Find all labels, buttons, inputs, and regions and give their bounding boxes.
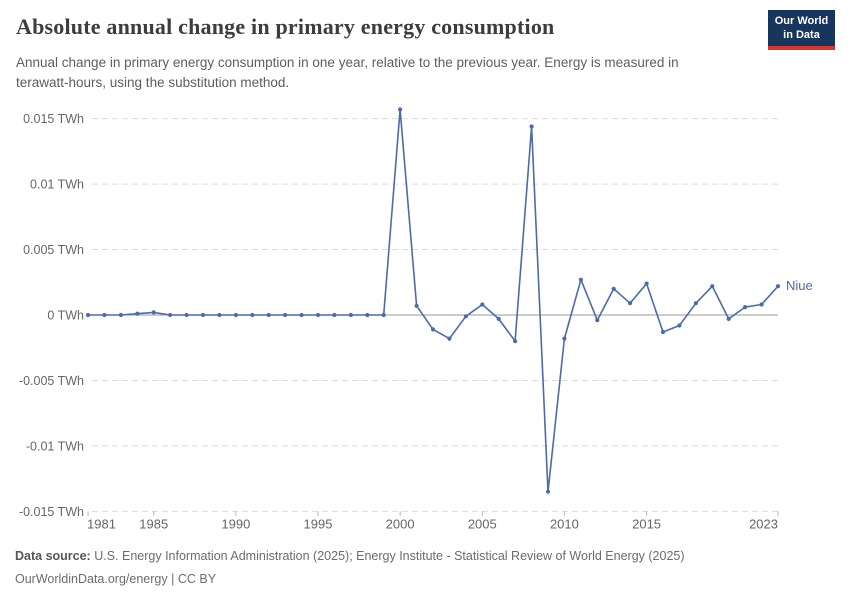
- data-point[interactable]: [151, 310, 156, 315]
- data-source-line: Data source: U.S. Energy Information Adm…: [15, 545, 835, 568]
- y-tick-label: -0.005 TWh: [19, 374, 84, 388]
- y-tick-label: -0.01 TWh: [26, 439, 84, 453]
- data-point[interactable]: [775, 284, 781, 289]
- data-source-text: U.S. Energy Information Administration (…: [90, 549, 685, 563]
- data-point[interactable]: [365, 312, 370, 318]
- x-tick-label: 1995: [304, 516, 333, 531]
- data-point[interactable]: [233, 312, 238, 318]
- data-point[interactable]: [759, 302, 764, 307]
- data-point[interactable]: [726, 316, 731, 321]
- license-separator: |: [167, 571, 178, 586]
- chart-footer: Data source: U.S. Energy Information Adm…: [15, 545, 835, 590]
- data-point[interactable]: [217, 312, 222, 318]
- data-point[interactable]: [102, 312, 107, 318]
- owid-logo-line1: Our World: [774, 14, 829, 27]
- series-line: [88, 108, 779, 493]
- data-point[interactable]: [332, 312, 337, 318]
- owid-url-link[interactable]: OurWorldinData.org/energy: [15, 571, 168, 586]
- x-tick-label: 2005: [468, 516, 497, 531]
- data-point[interactable]: [414, 303, 419, 308]
- y-tick-label: 0.005 TWh: [23, 243, 84, 257]
- data-point[interactable]: [480, 302, 485, 307]
- x-tick-label: 2015: [632, 516, 661, 531]
- data-point[interactable]: [463, 314, 468, 319]
- data-point[interactable]: [628, 301, 633, 306]
- owid-logo[interactable]: Our World in Data: [768, 10, 835, 50]
- data-source-label: Data source:: [15, 549, 91, 563]
- data-point[interactable]: [513, 339, 518, 344]
- data-point[interactable]: [200, 312, 206, 318]
- data-point[interactable]: [447, 336, 452, 341]
- data-point[interactable]: [677, 323, 682, 328]
- chart-subtitle: Annual change in primary energy consumpt…: [16, 55, 679, 91]
- data-point[interactable]: [135, 311, 140, 316]
- page-title: Absolute annual change in primary energy…: [16, 14, 555, 39]
- data-point[interactable]: [184, 312, 189, 318]
- data-point[interactable]: [315, 312, 321, 318]
- data-point[interactable]: [644, 281, 649, 286]
- data-point[interactable]: [595, 318, 600, 323]
- y-tick-label: -0.015 TWh: [19, 505, 84, 519]
- series-entity-label[interactable]: Niue: [786, 278, 813, 293]
- y-tick-label: 0.01 TWh: [30, 178, 84, 192]
- x-tick-label: 1985: [139, 516, 168, 531]
- data-point[interactable]: [578, 277, 584, 282]
- data-point[interactable]: [118, 312, 123, 318]
- data-point[interactable]: [348, 312, 353, 318]
- data-point[interactable]: [398, 107, 403, 112]
- data-point[interactable]: [496, 316, 501, 321]
- data-point[interactable]: [693, 301, 699, 306]
- y-tick-label: 0.015 TWh: [23, 112, 84, 126]
- license-line: OurWorldinData.org/energy | CC BY: [15, 568, 835, 591]
- data-point[interactable]: [660, 329, 666, 335]
- data-point[interactable]: [250, 312, 255, 318]
- data-point[interactable]: [562, 336, 567, 341]
- data-point[interactable]: [611, 286, 616, 291]
- data-point[interactable]: [529, 124, 534, 129]
- data-point[interactable]: [381, 312, 386, 318]
- y-tick-label: 0 TWh: [47, 309, 84, 323]
- data-point[interactable]: [710, 284, 715, 289]
- data-point[interactable]: [545, 489, 551, 494]
- data-point[interactable]: [283, 312, 288, 318]
- data-point[interactable]: [85, 312, 91, 318]
- x-tick-label: 1981: [87, 516, 116, 531]
- x-tick-label: 2023: [749, 516, 778, 531]
- license-label[interactable]: CC BY: [177, 571, 217, 586]
- x-tick-label: 2000: [386, 516, 415, 531]
- data-point[interactable]: [299, 312, 304, 318]
- data-point[interactable]: [266, 312, 271, 318]
- owid-logo-line2: in Data: [783, 29, 820, 41]
- data-point[interactable]: [168, 312, 173, 318]
- data-point[interactable]: [743, 305, 748, 310]
- x-tick-label: 2010: [550, 516, 579, 531]
- x-tick-label: 1990: [221, 516, 250, 531]
- data-point[interactable]: [430, 327, 436, 332]
